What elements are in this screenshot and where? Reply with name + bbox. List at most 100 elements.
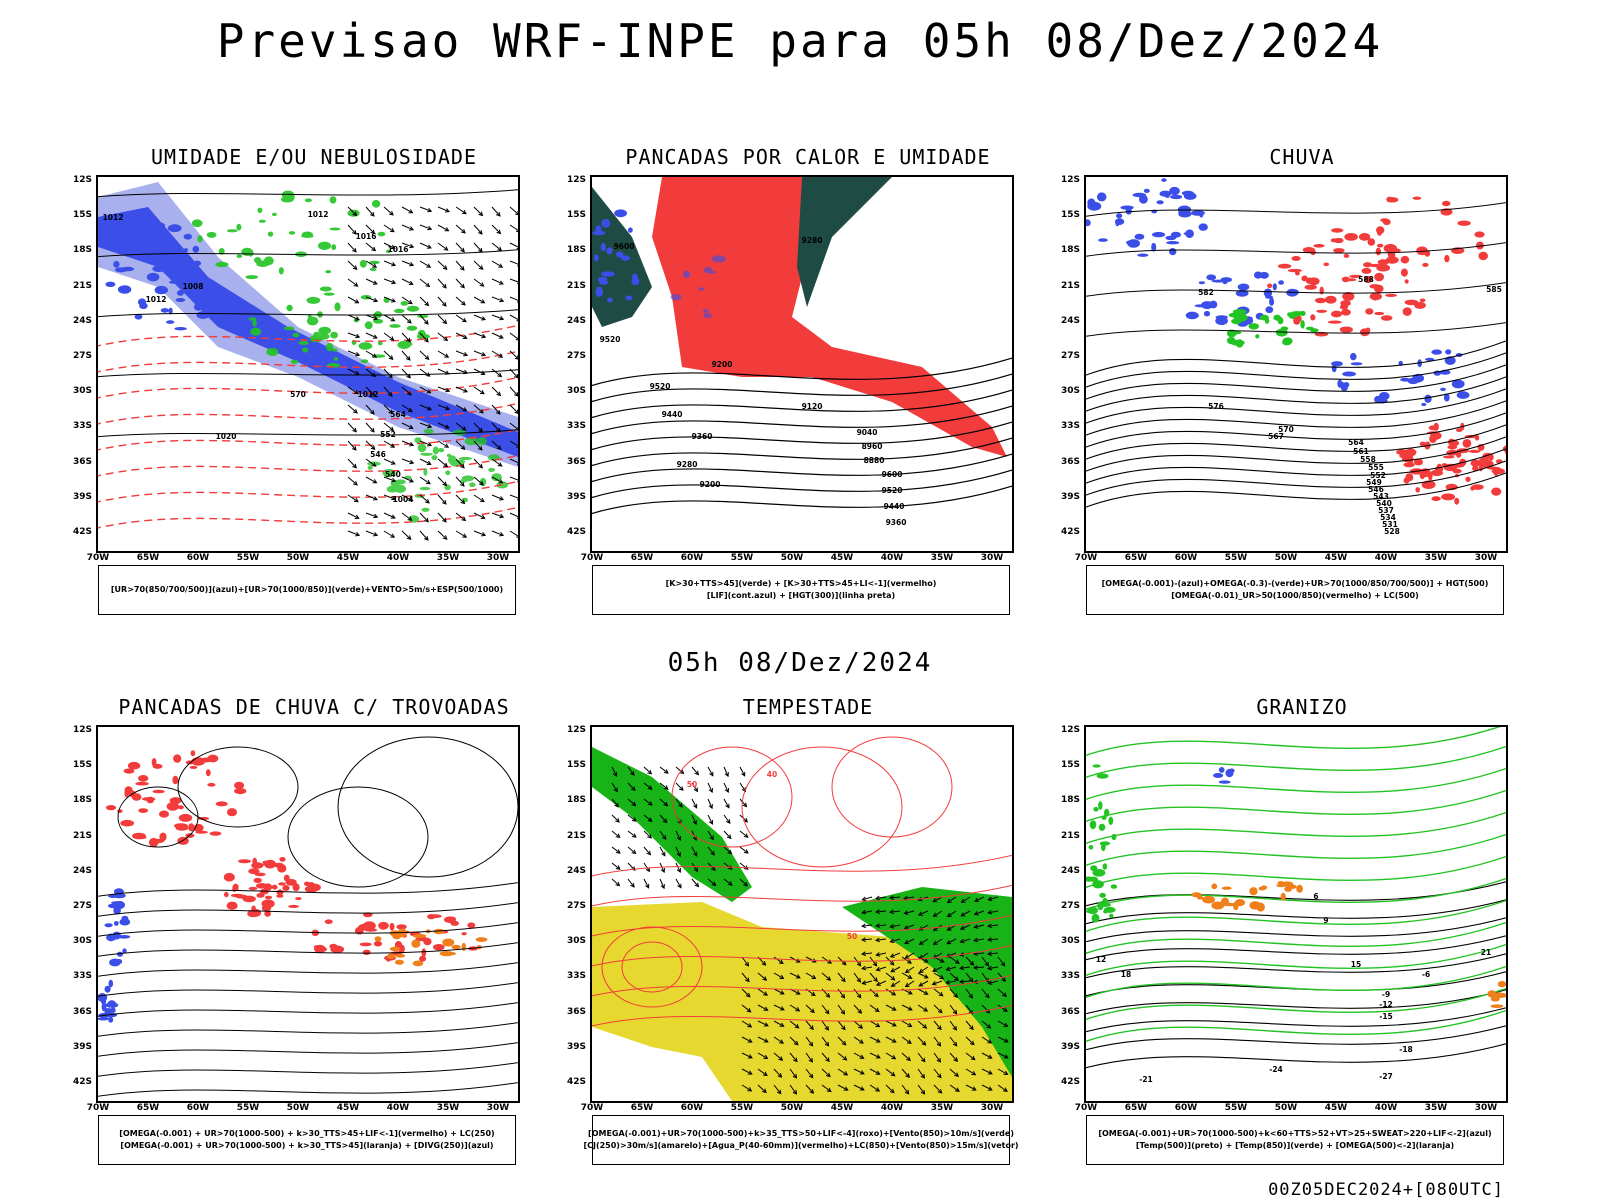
wind-arrowhead xyxy=(354,370,360,375)
wind-arrowhead xyxy=(811,958,817,963)
wind-vector xyxy=(862,924,873,927)
shaded-cell xyxy=(1331,361,1343,367)
shaded-cell xyxy=(606,247,613,255)
map-area[interactable] xyxy=(96,725,520,1103)
isoline xyxy=(1086,965,1506,999)
wind-vector xyxy=(365,404,375,415)
wind-vector xyxy=(741,1004,751,1013)
shaded-cell xyxy=(1185,229,1194,238)
latitude-tick-label: 21S xyxy=(72,830,92,841)
wind-arrowhead xyxy=(351,446,357,451)
isoline xyxy=(1086,1007,1506,1033)
wind-arrowhead xyxy=(693,787,698,793)
wind-arrowhead xyxy=(516,533,518,538)
wind-vector xyxy=(997,1052,1009,1059)
shaded-cell xyxy=(333,357,338,361)
contour-label: 9520 xyxy=(600,335,621,344)
wind-arrowhead xyxy=(425,372,431,377)
wind-arrowhead xyxy=(514,409,518,414)
shaded-cell xyxy=(334,302,341,312)
wind-vector xyxy=(611,782,618,792)
map-area[interactable]: -6 -9 -12 -15 -18 -21 -24 -27 12 15 18 21 9 6 xyxy=(1084,725,1508,1103)
map-area[interactable]: 50 50 40 xyxy=(590,725,1014,1103)
wind-arrowhead xyxy=(615,849,621,854)
wind-arrowhead xyxy=(875,1054,881,1059)
shaded-cell xyxy=(226,229,238,233)
shaded-cell xyxy=(172,775,179,785)
wind-arrowhead xyxy=(630,882,635,888)
shaded-cell xyxy=(1330,238,1338,243)
streamline-loop xyxy=(337,736,518,878)
wind-arrowhead xyxy=(372,353,378,358)
shaded-cell xyxy=(412,960,424,967)
wind-arrowhead xyxy=(631,801,637,807)
shaded-cell xyxy=(1441,200,1451,207)
wind-arrowhead xyxy=(763,991,769,996)
shaded-cell xyxy=(1202,895,1215,904)
wind-vector xyxy=(437,422,450,429)
shaded-cell xyxy=(173,754,182,763)
shaded-cell xyxy=(191,757,206,766)
latitude-tick-label: 39S xyxy=(72,491,92,502)
wind-vector xyxy=(997,1004,1008,1012)
isoline xyxy=(98,506,518,529)
shaded-cell xyxy=(491,473,502,482)
wind-vector xyxy=(901,1020,912,1027)
wind-vector xyxy=(917,1020,927,1029)
wind-arrowhead xyxy=(889,938,895,944)
wind-arrowhead xyxy=(743,881,749,887)
shaded-cell xyxy=(290,359,299,364)
wind-vector xyxy=(997,988,1007,997)
shaded-cell xyxy=(1161,178,1167,182)
contour-label: 570 xyxy=(1278,425,1294,434)
map-area[interactable]: 588 582 576 570 567 564 561 558 555 552 549 546 543 5… xyxy=(1084,175,1508,553)
map-area[interactable]: 1012 1012 1016 1008 1012 1016 1020 570 564 552 546… xyxy=(96,175,520,553)
longitude-tick-label: 50W xyxy=(1274,553,1298,563)
wind-arrowhead xyxy=(444,227,450,232)
wind-vector xyxy=(509,278,518,283)
longitude-tick-label: 55W xyxy=(730,553,754,563)
wind-arrowhead xyxy=(779,974,785,980)
shaded-cell xyxy=(1331,364,1337,373)
wind-arrowhead xyxy=(889,1088,895,1094)
wind-vector xyxy=(960,966,971,969)
latitude-tick-label: 12S xyxy=(566,175,586,185)
wind-arrowhead xyxy=(694,882,700,888)
wind-arrowhead xyxy=(373,513,379,519)
wind-vector xyxy=(890,938,901,943)
wind-vector xyxy=(675,846,681,857)
longitude-tick-label: 55W xyxy=(1224,1103,1248,1113)
contour-label: 540 xyxy=(1376,499,1392,508)
wind-arrowhead xyxy=(905,1073,910,1079)
wind-vector xyxy=(611,878,620,887)
contour-label: 1012 xyxy=(103,213,124,222)
isoline xyxy=(1086,364,1506,400)
wind-arrowhead xyxy=(497,246,503,252)
wind-vector xyxy=(437,224,449,232)
wind-arrowhead xyxy=(514,391,518,397)
wind-arrowhead xyxy=(858,1024,864,1029)
wind-arrowhead xyxy=(443,246,449,251)
shaded-cell xyxy=(229,901,234,906)
longitude-tick-label: 65W xyxy=(1124,1103,1148,1113)
shaded-cell xyxy=(218,248,225,255)
shaded-cell xyxy=(615,251,624,258)
wind-arrowhead xyxy=(946,926,952,931)
shaded-cell xyxy=(475,937,488,942)
shaded-cell xyxy=(256,893,265,898)
contour-label: 9440 xyxy=(662,410,683,419)
isoline xyxy=(98,350,518,373)
shaded-cell xyxy=(1134,233,1145,240)
shaded-cell xyxy=(358,342,373,350)
shaded-cell xyxy=(138,226,150,231)
wind-arrowhead xyxy=(945,966,951,972)
shaded-cell xyxy=(1099,841,1111,846)
wind-arrowhead xyxy=(873,977,878,983)
wind-vector xyxy=(949,1004,958,1015)
wind-vector xyxy=(885,972,895,981)
latitude-tick-label: 39S xyxy=(1060,491,1080,502)
wind-vector xyxy=(491,314,504,320)
wind-vector xyxy=(473,476,484,486)
panel-chuva: CHUVA 588 582 576 570 567 564 561 558 555 552 549 5… xyxy=(1042,145,1562,645)
map-area[interactable]: 9600 9520 9520 9440 9360 9280 9200 9120 9040 8960… xyxy=(590,175,1014,553)
